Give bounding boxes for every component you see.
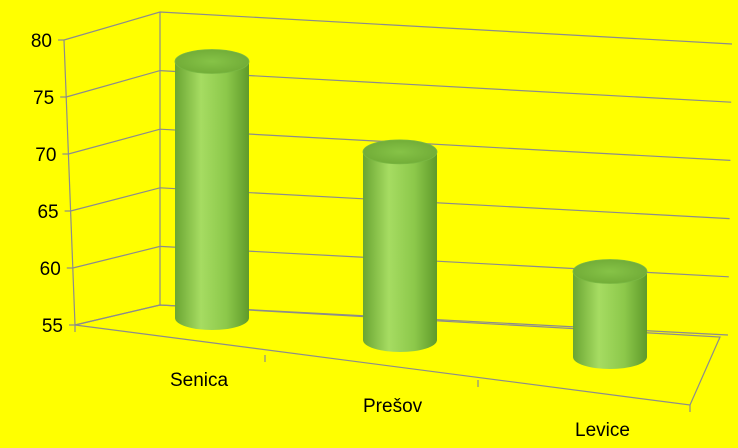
y-tick-label: 75: [33, 88, 54, 109]
x-category-labels: Senica Prešov Levice: [170, 370, 630, 441]
y-tick-label: 70: [35, 145, 56, 166]
bars: [174, 49, 648, 369]
x-category-label: Levice: [575, 420, 630, 441]
bar-top: [362, 139, 438, 165]
bar-body: [175, 61, 249, 330]
y-tick-label: 80: [31, 31, 52, 52]
y-tick-label: 55: [42, 316, 63, 337]
floor-plane: [74, 304, 721, 406]
bar-prešov: [362, 139, 438, 352]
bar-top: [572, 259, 648, 284]
y-tick-label: 65: [37, 202, 58, 223]
bar-top: [174, 49, 250, 74]
x-category-label: Senica: [170, 370, 229, 391]
bar-levice: [572, 259, 648, 369]
axes: [58, 12, 721, 412]
y-tick-labels: 55 60 65 70 75 80: [31, 31, 63, 337]
gridline: [66, 69, 732, 103]
x-category-label: Prešov: [363, 396, 423, 417]
bar-senica: [174, 49, 250, 330]
y-axis-line: [63, 39, 76, 326]
bar-body: [363, 151, 437, 352]
bar-body: [573, 271, 647, 369]
y-tick-label: 60: [40, 259, 61, 280]
gridline: [63, 11, 733, 45]
